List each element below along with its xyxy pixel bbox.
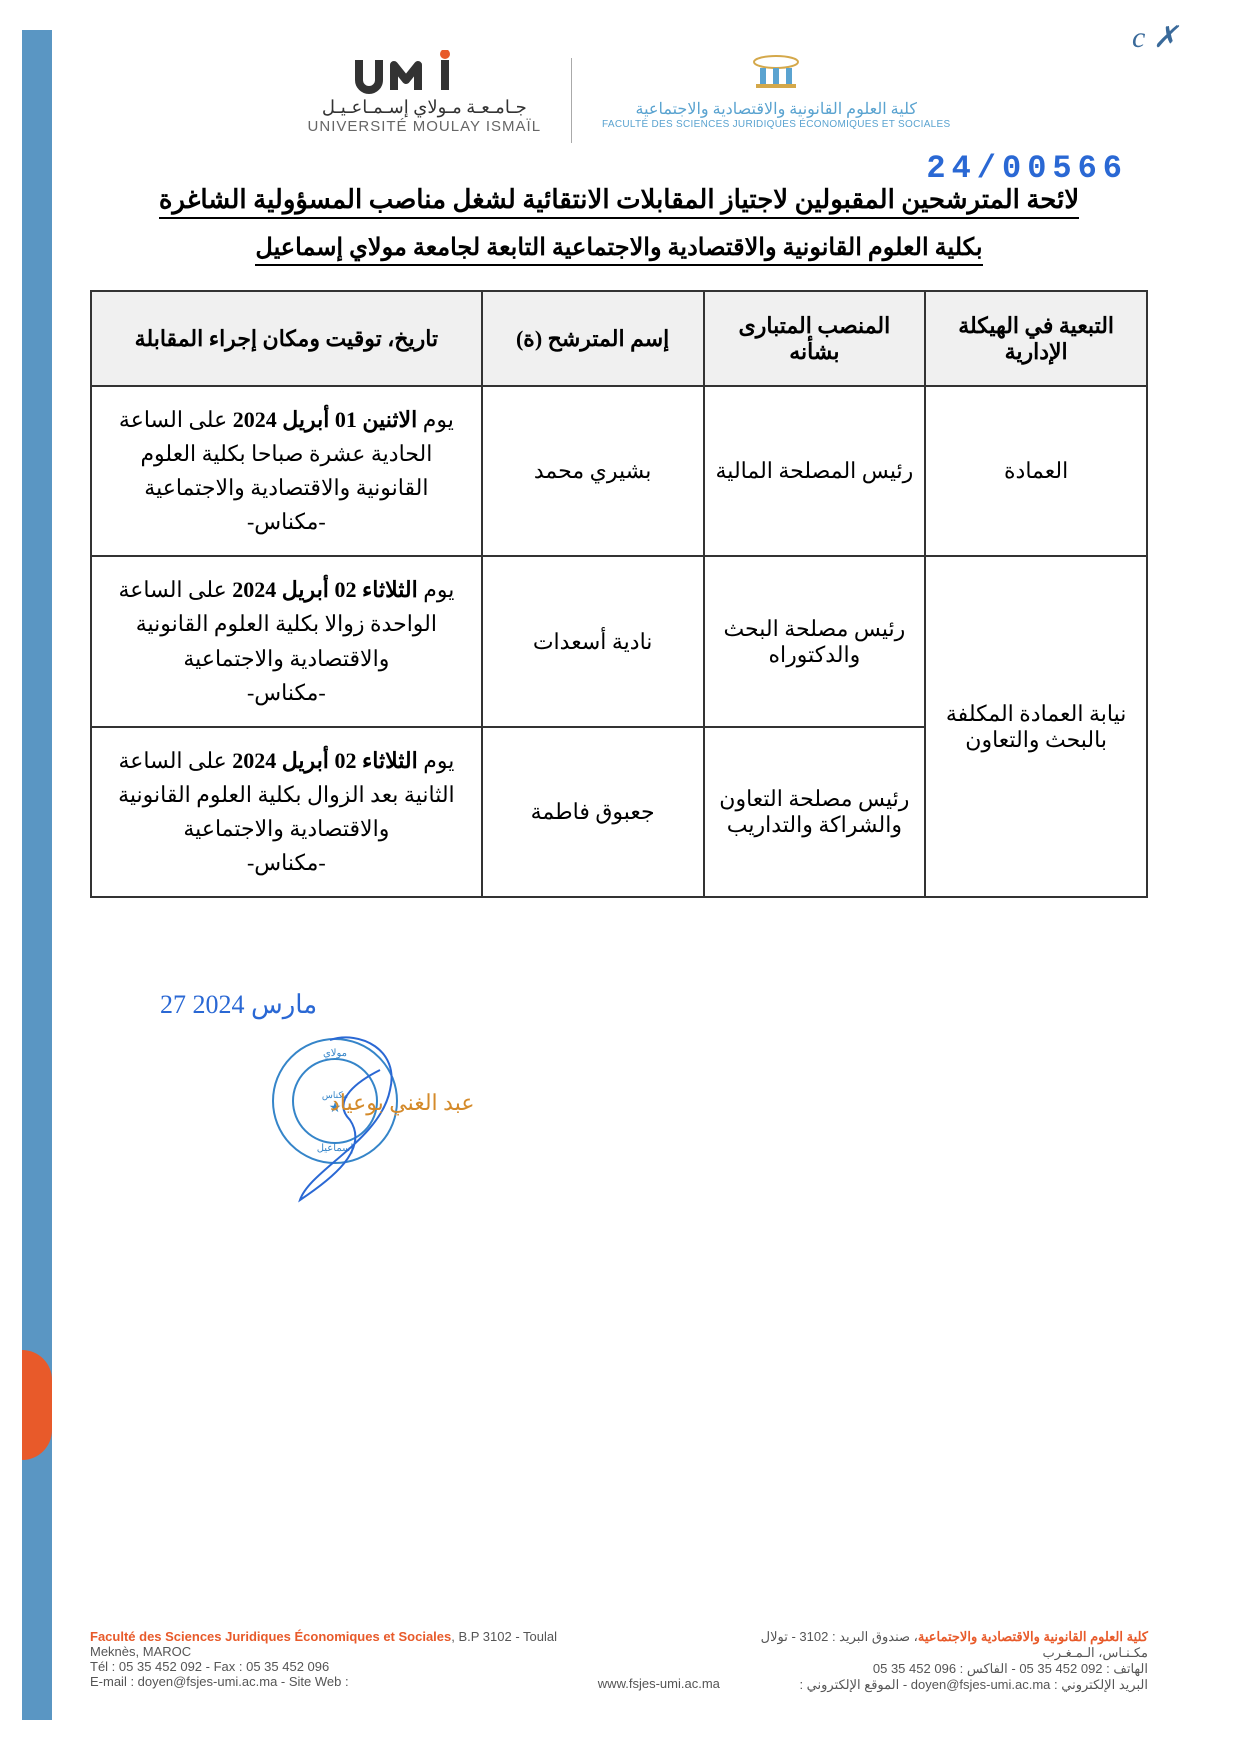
- table-header-row: التبعية في الهيكلة الإدارية المنصب المتب…: [91, 291, 1147, 386]
- table-row: العمادة رئيس المصلحة المالية بشيري محمد …: [91, 386, 1147, 556]
- footer-center: www.fsjes-umi.ac.ma: [598, 1676, 720, 1693]
- cell-name: نادية أسعدات: [482, 556, 704, 726]
- faculty-name-fr: FACULTÉ DES SCIENCES JURIDIQUES ÉCONOMIQ…: [602, 119, 950, 130]
- cell-dept: نيابة العمادة المكلفة بالبحث والتعاون: [925, 556, 1147, 897]
- footer-right: كلية العلوم القانونية والاقتصادية والاجت…: [761, 1629, 1148, 1693]
- title-line-2: بكلية العلوم القانونية والاقتصادية والاج…: [255, 233, 982, 266]
- side-stripe: [22, 30, 52, 1720]
- faculty-logo-icon: [746, 50, 806, 95]
- cell-dept: العمادة: [925, 386, 1147, 556]
- document-title: لائحة المترشحين المقبولين لاجتياز المقاب…: [100, 185, 1138, 266]
- document-header: جـامـعـة مـولاي إسـمـاعـيـل UNIVERSITÉ M…: [80, 50, 1178, 143]
- signatory-name: عبد الغني بوعياد: [330, 1090, 474, 1116]
- cell-schedule: يوم الثلاثاء 02 أبريل 2024 على الساعة ال…: [91, 556, 482, 726]
- umi-name-fr: UNIVERSITÉ MOULAY ISMAÏL: [308, 118, 542, 135]
- cell-name: بشيري محمد: [482, 386, 704, 556]
- cell-post: رئيس المصلحة المالية: [704, 386, 926, 556]
- umi-name-ar: جـامـعـة مـولاي إسـمـاعـيـل: [308, 97, 542, 118]
- faculty-name-ar: كلية العلوم القانونية والاقتصادية والاجت…: [602, 99, 950, 119]
- cell-post: رئيس مصلحة التعاون والشراكة والتداريب: [704, 727, 926, 897]
- cell-schedule: يوم الاثنين 01 أبريل 2024 على الساعة الح…: [91, 386, 482, 556]
- reference-number: 24/00566: [926, 150, 1128, 187]
- umi-logo-icon: [349, 50, 499, 95]
- signature-date: 27 مارس 2024: [160, 990, 480, 1020]
- col-name: إسم المترشح (ة): [482, 291, 704, 386]
- side-accent: [22, 1350, 52, 1460]
- col-dept: التبعية في الهيكلة الإدارية: [925, 291, 1147, 386]
- title-line-1: لائحة المترشحين المقبولين لاجتياز المقاب…: [159, 185, 1079, 219]
- col-schedule: تاريخ، توقيت ومكان إجراء المقابلة: [91, 291, 482, 386]
- candidates-table-wrap: التبعية في الهيكلة الإدارية المنصب المتب…: [90, 290, 1148, 898]
- table-row: نيابة العمادة المكلفة بالبحث والتعاون رئ…: [91, 556, 1147, 726]
- col-post: المنصب المتبارى بشأنه: [704, 291, 926, 386]
- signature-scribble-icon: [270, 1030, 470, 1210]
- candidates-table: التبعية في الهيكلة الإدارية المنصب المتب…: [90, 290, 1148, 898]
- cell-post: رئيس مصلحة البحث والدكتوراه: [704, 556, 926, 726]
- signature-area: 27 مارس 2024 مولاي إسماعيل مكناس ★ عبد ا…: [160, 990, 480, 1230]
- header-divider: [571, 58, 572, 143]
- cell-schedule: يوم الثلاثاء 02 أبريل 2024 على الساعة ال…: [91, 727, 482, 897]
- umi-logo-block: جـامـعـة مـولاي إسـمـاعـيـل UNIVERSITÉ M…: [308, 50, 542, 135]
- footer-left: Faculté des Sciences Juridiques Économiq…: [90, 1629, 557, 1689]
- cell-name: جعبوق فاطمة: [482, 727, 704, 897]
- faculty-logo-block: كلية العلوم القانونية والاقتصادية والاجت…: [602, 50, 950, 130]
- page-footer: Faculté des Sciences Juridiques Économiq…: [90, 1629, 1148, 1693]
